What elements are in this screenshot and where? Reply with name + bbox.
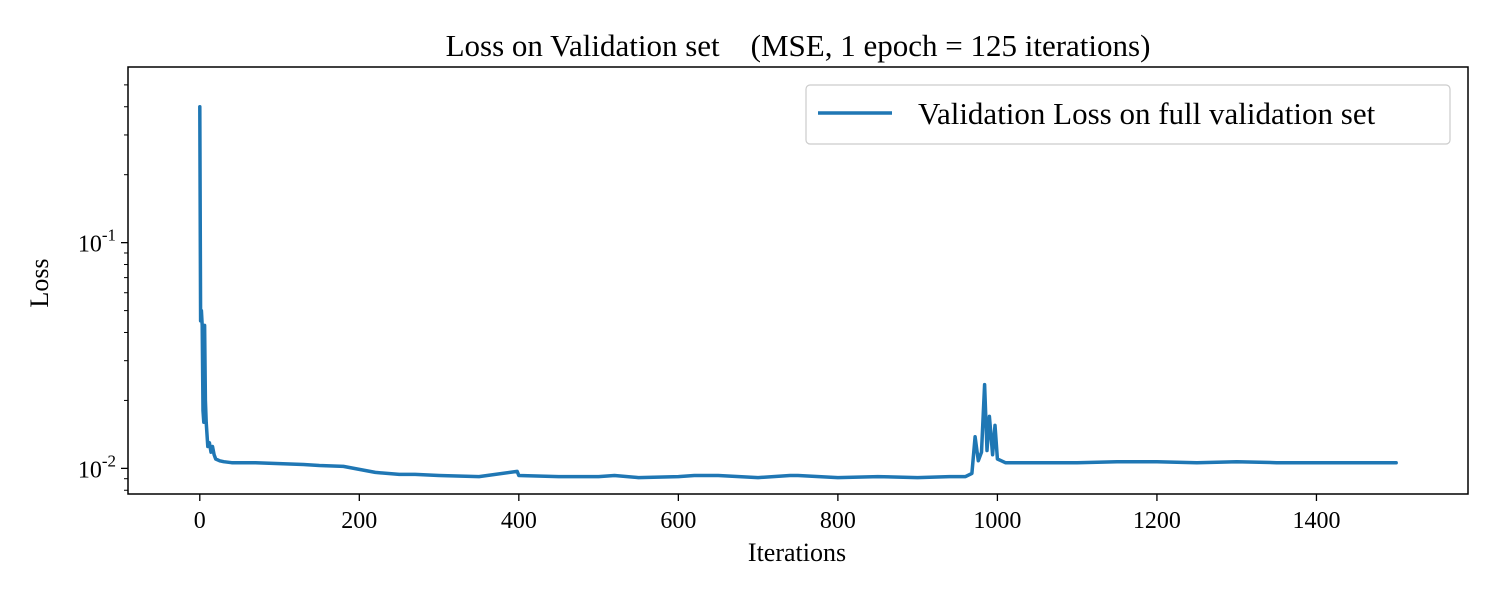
- y-tick-label: 10-1: [78, 226, 116, 258]
- series-line-validation-loss: [198, 104, 1398, 480]
- x-tick-label: 800: [820, 508, 856, 534]
- chart-title: Loss on Validation set (MSE, 1 epoch = 1…: [446, 28, 1151, 63]
- legend-box: [805, 84, 1451, 145]
- x-tick-label: 1200: [1133, 508, 1181, 534]
- x-tick-label: 0: [194, 508, 206, 534]
- x-tick-label: 600: [660, 508, 696, 534]
- legend: Validation Loss on full validation set: [805, 84, 1451, 145]
- plot-frame: [127, 66, 1469, 495]
- x-axis-label: Iterations: [748, 538, 846, 567]
- y-axis-label: Loss: [25, 258, 54, 307]
- series-layer: [198, 104, 1398, 480]
- x-tick-label: 1000: [973, 508, 1021, 534]
- legend-label: Validation Loss on full validation set: [918, 96, 1376, 131]
- axis-ticks: 0 200 400 600 800 1000 1200 1400 10-2 10-1: [78, 84, 1340, 534]
- y-tick-label: 10-2: [78, 451, 116, 483]
- x-tick-label: 400: [501, 508, 537, 534]
- x-tick-label: 1400: [1292, 508, 1340, 534]
- x-tick-label: 200: [341, 508, 377, 534]
